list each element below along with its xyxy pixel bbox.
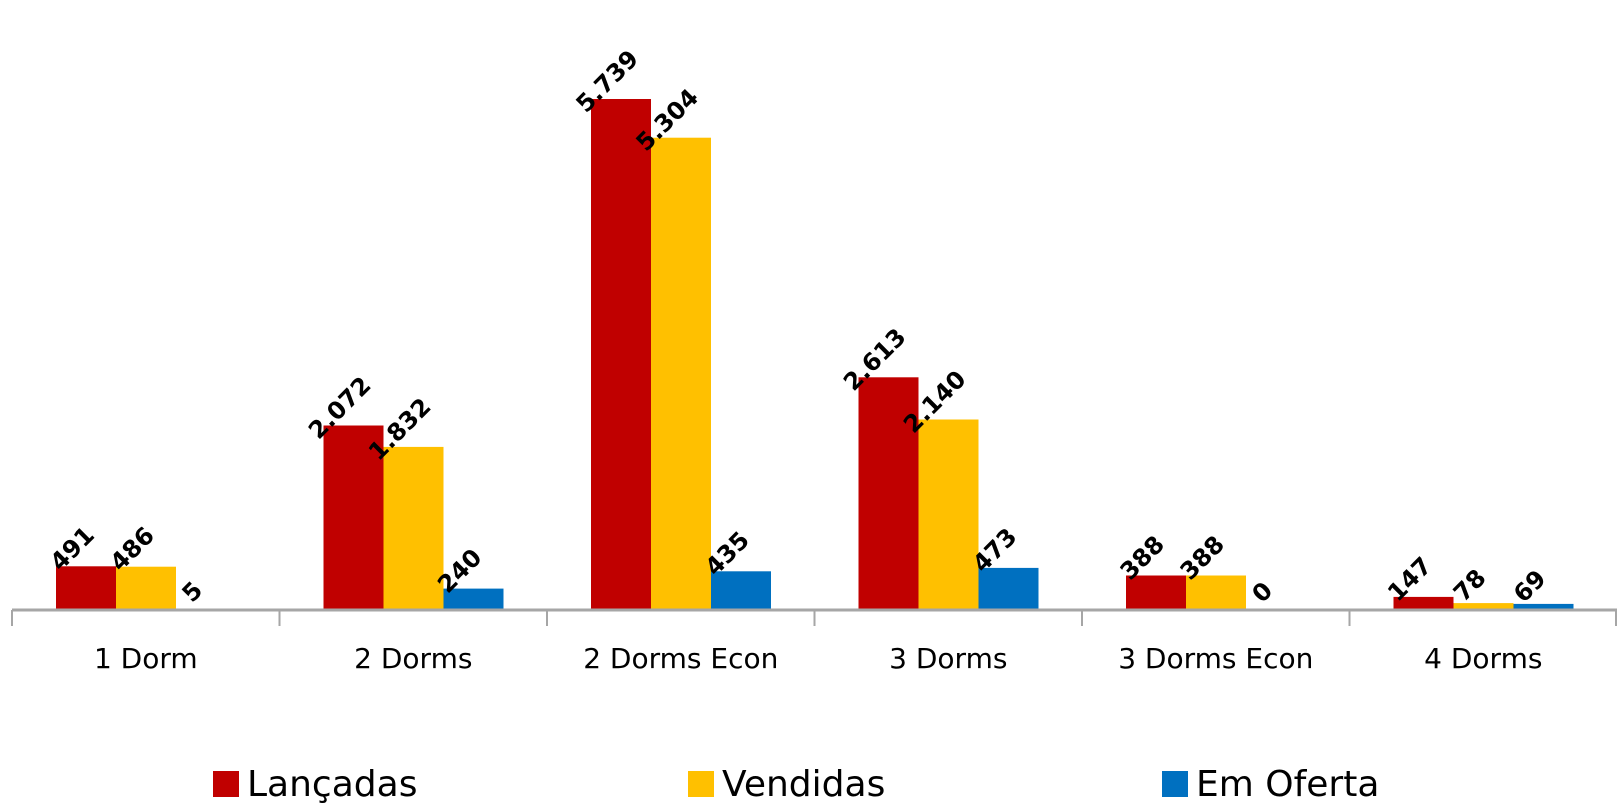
x-tick-label: 2 Dorms: [354, 642, 472, 675]
x-tick-label: 1 Dorm: [94, 642, 198, 675]
x-tick-label: 4 Dorms: [1424, 642, 1542, 675]
bar-vendidas-5: [1453, 603, 1514, 610]
bar-lan-adas-5: [1393, 596, 1454, 610]
legend-label: Em Oferta: [1196, 764, 1379, 805]
bar-lan-adas-3: [858, 377, 919, 610]
bar-em-oferta-2: [711, 571, 771, 610]
legend: Lançadas Vendidas Em Oferta: [213, 764, 1379, 805]
legend-swatch: [1162, 771, 1188, 797]
bar-em-oferta-5: [1513, 603, 1574, 610]
x-tick-labels: 1 Dorm 2 Dorms 2 Dorms Econ 3 Dorms 3 Dorms …: [94, 642, 1543, 675]
data-label: 0: [1247, 577, 1279, 609]
data-labels-layer: 491 48652.0721.8322405.7395.3044352.6132.…: [45, 45, 1552, 609]
data-label: 69: [1508, 565, 1551, 608]
bar-vendidas-0: [116, 566, 176, 610]
bar-lan-adas-2: [591, 99, 651, 610]
bar-vendidas-1: [383, 446, 444, 610]
bar-lan-adas-0: [56, 566, 116, 610]
legend-label: Vendidas: [722, 764, 885, 805]
legend-label: Lançadas: [247, 764, 417, 805]
legend-swatch: [213, 771, 239, 797]
bar-vendidas-3: [918, 419, 979, 610]
x-axis: [11, 608, 1617, 626]
bar-lan-adas-4: [1126, 575, 1186, 610]
data-label: 78: [1448, 564, 1491, 607]
bar-em-oferta-3: [978, 567, 1039, 610]
x-tick-label: 2 Dorms Econ: [583, 642, 778, 675]
x-tick-label: 3 Dorms: [889, 642, 1007, 675]
bar-vendidas-2: [651, 137, 711, 610]
bar-lan-adas-1: [323, 425, 384, 610]
bars-layer: [56, 99, 1574, 610]
data-label: 5: [177, 576, 209, 608]
bar-vendidas-4: [1186, 575, 1246, 610]
x-tick-label: 3 Dorms Econ: [1118, 642, 1313, 675]
bar-em-oferta-1: [443, 588, 504, 610]
legend-swatch: [688, 771, 714, 797]
